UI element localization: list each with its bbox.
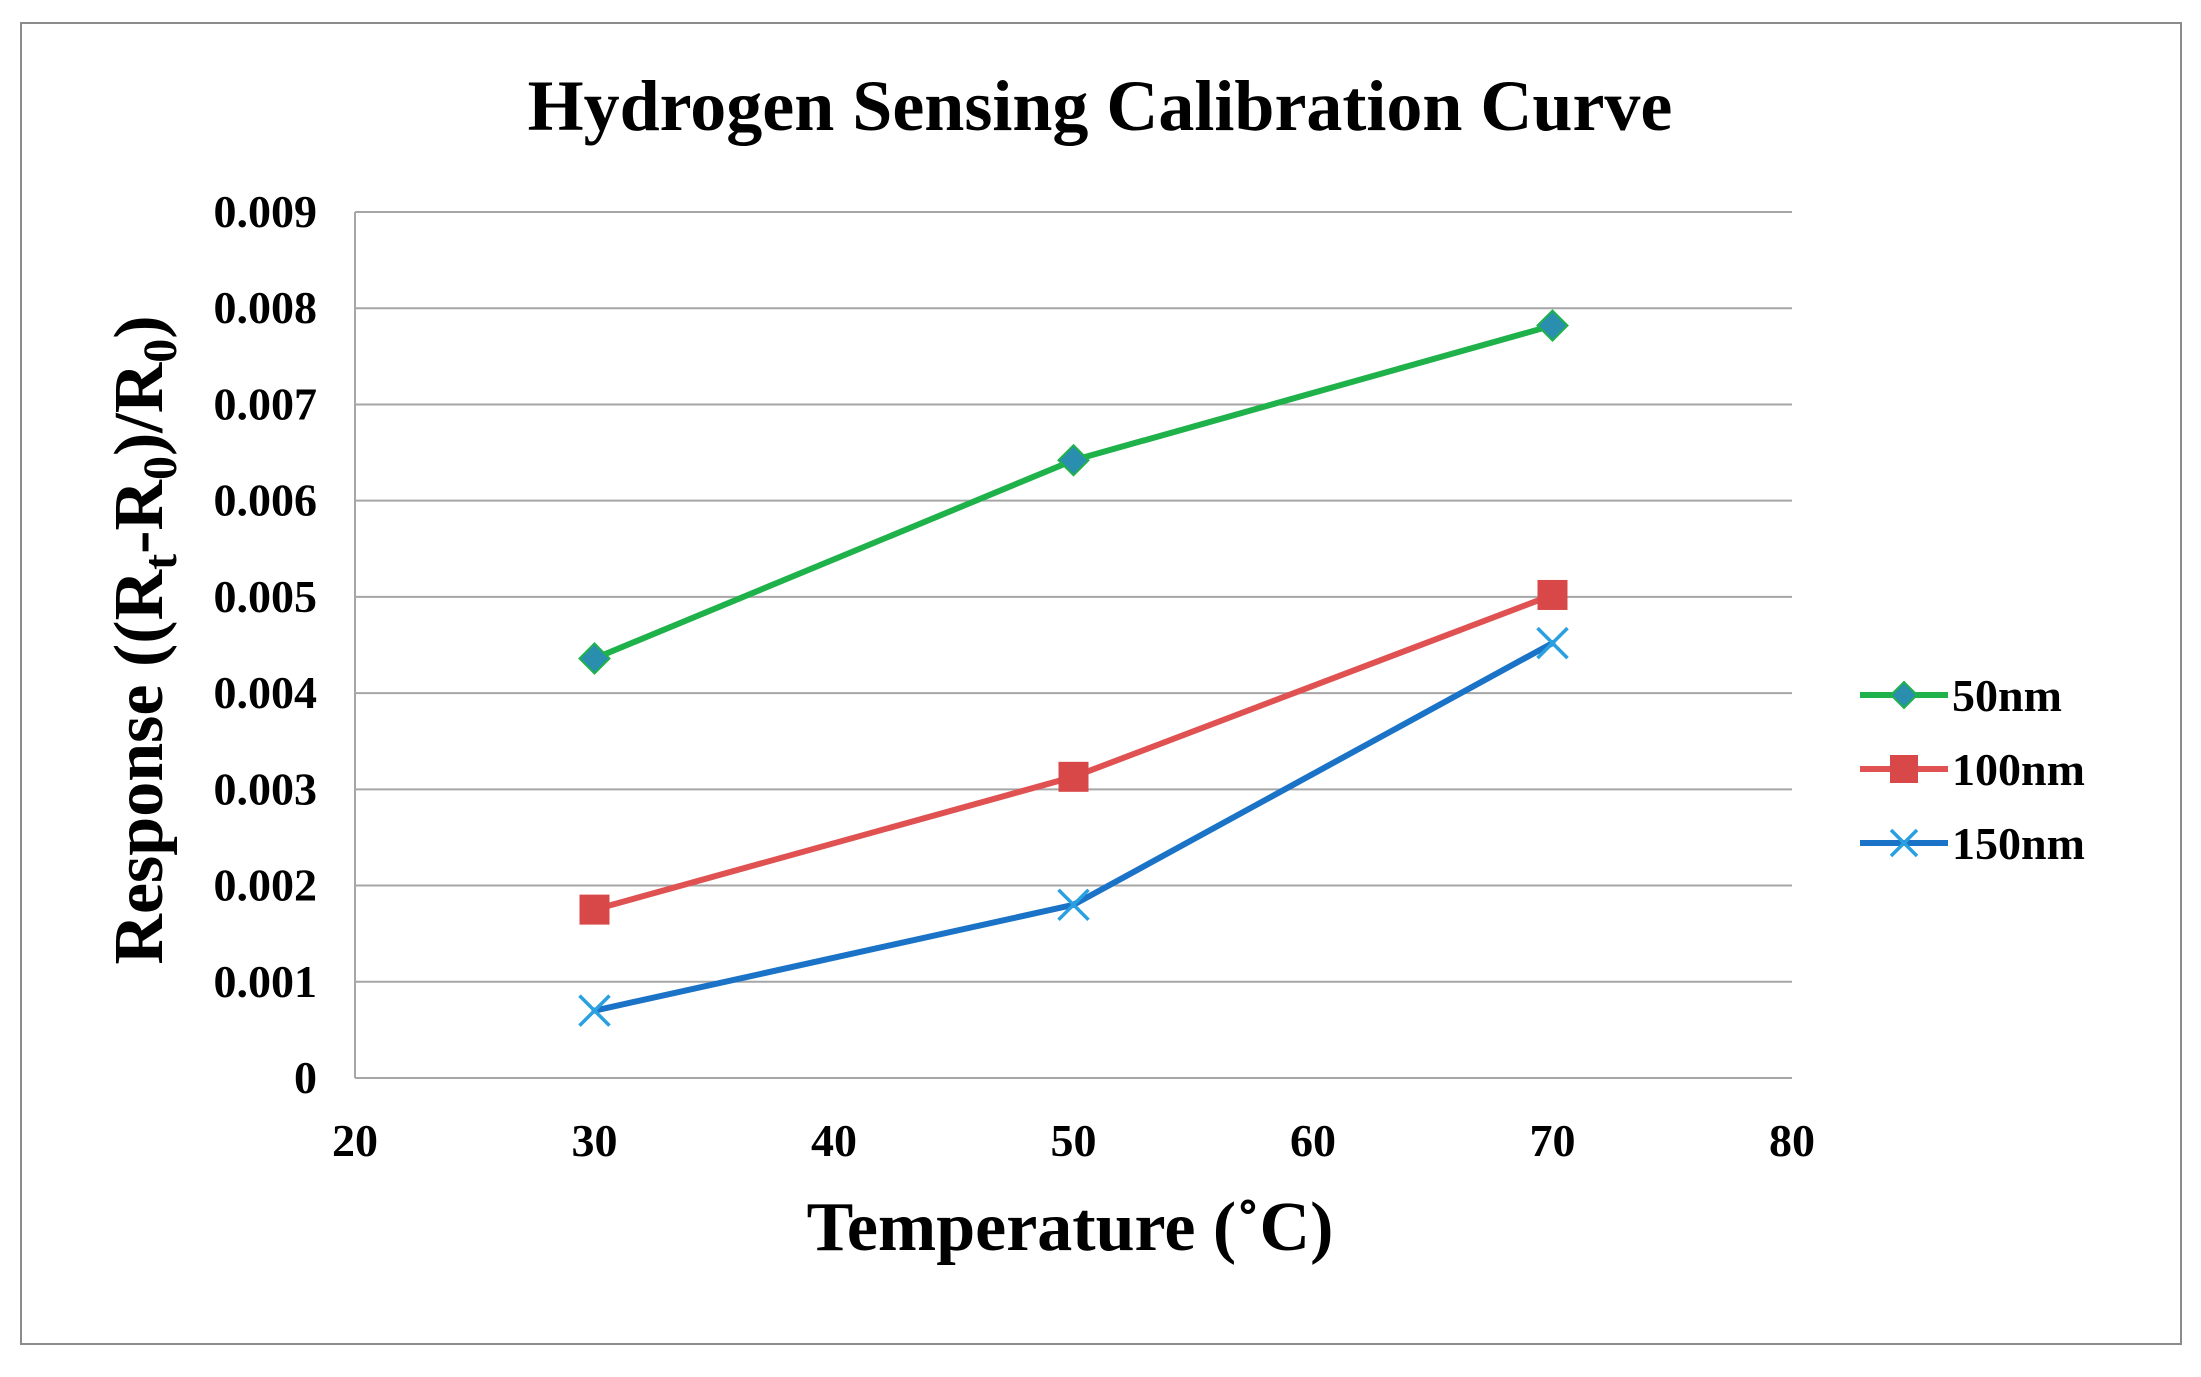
y-tick-label-0.007: 0.007 (214, 378, 318, 429)
y-tick-label-0.002: 0.002 (214, 860, 318, 911)
x-tick-label-60: 60 (1290, 1115, 1336, 1166)
legend-marker-100nm (1890, 755, 1918, 783)
legend-label-50nm: 50nm (1952, 670, 2062, 721)
x-tick-label-20: 20 (332, 1115, 378, 1166)
y-tick-labels: 0 0.001 0.002 0.003 0.004 0.005 0.006 0.007 0.00… (214, 186, 318, 1103)
y-axis-title-suffix: ) (101, 315, 178, 338)
legend-label-150nm: 150nm (1952, 818, 2085, 869)
point-100nm-70 (1537, 579, 1568, 610)
y-axis-title-sub-0a: 0 (134, 456, 187, 480)
point-50nm-70 (1536, 309, 1569, 342)
point-150nm-70 (1536, 626, 1569, 660)
y-tick-label-0.005: 0.005 (214, 571, 318, 622)
x-tick-label-80: 80 (1769, 1115, 1815, 1166)
y-axis-title-sub-0b: 0 (134, 339, 187, 363)
axes (354, 212, 1792, 1079)
y-tick-label-0: 0 (294, 1052, 317, 1103)
chart-title: Hydrogen Sensing Calibration Curve (528, 66, 1673, 146)
y-tick-label-0.003: 0.003 (214, 763, 318, 814)
point-150nm-30 (578, 994, 611, 1027)
legend-marker-150nm (1889, 828, 1919, 858)
point-50nm-30 (578, 642, 611, 675)
x-tick-label-70: 70 (1530, 1115, 1576, 1166)
series-group (578, 309, 1569, 1027)
chart-frame (20, 22, 2182, 1345)
x-tick-label-50: 50 (1051, 1115, 1097, 1166)
series-line-100nm (591, 591, 1556, 913)
y-axis-title-mid: -R (101, 479, 178, 554)
y-tick-label-0.001: 0.001 (214, 956, 318, 1007)
legend-marker-150nm-stroke-b (1889, 828, 1919, 858)
series-line-50nm (591, 322, 1556, 662)
gridlines (355, 211, 1792, 983)
point-50nm-50 (1057, 443, 1090, 477)
x-tick-label-40: 40 (811, 1115, 857, 1166)
point-150nm-50-stroke-b (1057, 888, 1090, 922)
point-150nm-50 (1057, 888, 1090, 922)
y-tick-label-0.004: 0.004 (214, 667, 318, 718)
point-100nm-50 (1058, 761, 1089, 792)
y-axis-title-prefix: Response ((R (101, 568, 178, 964)
y-axis-title: Response ((Rt-R0)/R0) (101, 315, 187, 964)
point-150nm-70-stroke-b (1536, 626, 1569, 660)
y-tick-label-0.008: 0.008 (214, 282, 318, 333)
x-tick-label-30: 30 (572, 1115, 618, 1166)
y-tick-label-0.009: 0.009 (214, 186, 318, 237)
point-100nm-30 (579, 894, 610, 925)
x-axis-title: Temperature (˚C) (807, 1189, 1334, 1266)
legend: 50nm 100nm 150nm (1860, 670, 2085, 869)
point-150nm-30-stroke-b (578, 994, 611, 1027)
legend-marker-50nm (1889, 680, 1919, 710)
series-line-150nm (591, 640, 1556, 1014)
x-tick-labels: 20 30 40 50 60 70 80 (332, 1115, 1815, 1166)
y-axis-title-sub-t: t (134, 554, 187, 570)
legend-label-100nm: 100nm (1952, 744, 2085, 795)
y-axis-title-mid2: )/R (101, 361, 178, 456)
y-tick-label-0.006: 0.006 (214, 475, 318, 526)
